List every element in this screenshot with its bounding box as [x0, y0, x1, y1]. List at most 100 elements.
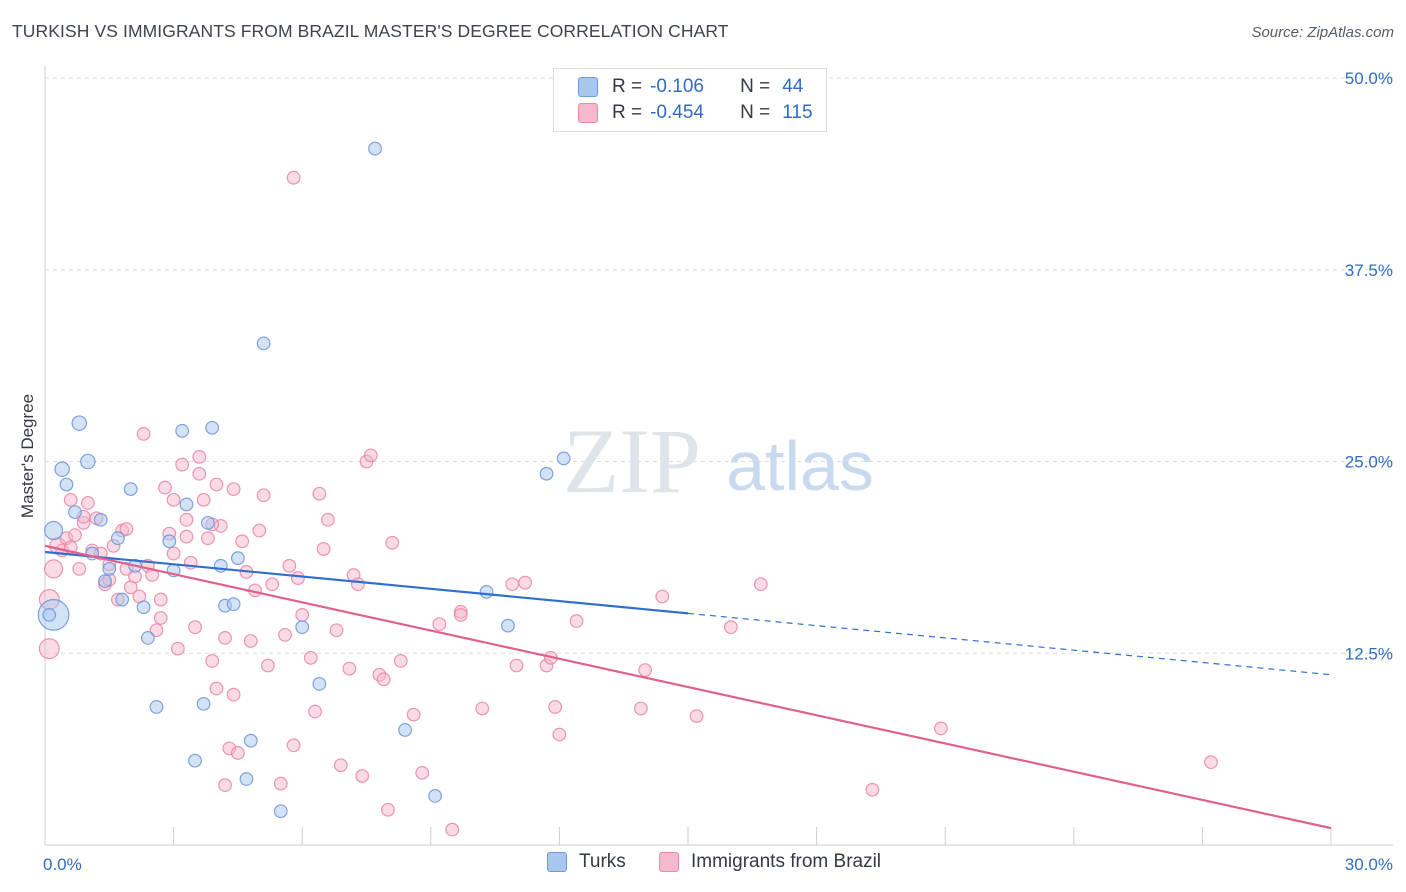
turks-point — [102, 561, 117, 576]
brazil-point — [518, 575, 533, 590]
brazil-point — [136, 426, 151, 441]
brazil-point — [243, 634, 258, 648]
brazil-point — [363, 448, 378, 463]
brazil-point — [38, 638, 60, 660]
series-legend: Turks Immigrants from Brazil — [0, 851, 1406, 879]
turks-point — [93, 512, 108, 527]
r-label: R = — [612, 76, 643, 97]
y-tick-labels: 12.5% 25.0% 37.5% 50.0% — [1345, 69, 1393, 663]
watermark-atlas: atlas — [726, 427, 874, 505]
brazil-point — [552, 727, 567, 742]
turks-point — [179, 497, 194, 512]
turks-point — [149, 700, 164, 714]
stats-legend: R = -0.106 N = 44 R = -0.454 N = 115 — [553, 68, 827, 132]
brazil-point — [179, 512, 194, 527]
grid — [45, 77, 1393, 654]
turks-point — [239, 772, 254, 786]
brazil-point — [445, 822, 460, 837]
brazil-point — [218, 631, 232, 645]
brazil-point — [209, 681, 224, 696]
turks-swatch — [578, 77, 598, 97]
brazil-point — [291, 571, 305, 585]
brazil-swatch — [578, 103, 598, 123]
turks-point — [59, 477, 74, 492]
brazil-trend-line — [44, 544, 1332, 830]
turks-point — [256, 336, 271, 351]
brazil-point — [153, 592, 168, 607]
x-tick-label: 0.0% — [43, 855, 82, 874]
turks-point — [428, 789, 442, 803]
legend-item-brazil[interactable]: Immigrants from Brazil — [659, 851, 881, 873]
turks-point — [226, 597, 241, 612]
brazil-point — [286, 170, 301, 185]
brazil-point — [333, 758, 348, 773]
turks-point — [175, 423, 190, 438]
turks-point — [43, 520, 64, 541]
y-tick-label: 25.0% — [1345, 453, 1393, 472]
brazil-point — [633, 701, 648, 716]
brazil-point — [153, 611, 168, 625]
brazil-point — [192, 449, 207, 464]
turks-point — [123, 482, 138, 497]
brazil-point — [393, 654, 408, 668]
stats-legend-row-turks: R = -0.106 N = 44 — [578, 75, 803, 99]
trend-lines — [44, 544, 1332, 830]
brazil-point — [256, 488, 271, 503]
brazil-point — [376, 672, 391, 687]
brazil-point — [355, 769, 370, 783]
brazil-point — [312, 486, 327, 501]
turks-point — [42, 608, 57, 622]
brazil-point — [166, 546, 181, 561]
brazil-point — [278, 627, 292, 642]
turks-point — [162, 534, 177, 549]
brazil-point — [308, 704, 322, 719]
turks-point — [312, 677, 327, 691]
chart-title: TURKISH VS IMMIGRANTS FROM BRAZIL MASTER… — [12, 21, 729, 41]
chart-source: Source: ZipAtlas.com — [1251, 24, 1394, 41]
brazil-point — [170, 641, 185, 656]
n-value: 44 — [782, 76, 804, 97]
brazil-point — [200, 531, 215, 546]
turks-point — [368, 141, 382, 156]
brazil-point — [68, 528, 82, 543]
turks-legend-swatch — [547, 852, 567, 872]
brazil-point — [295, 608, 310, 622]
n-label: N = — [740, 76, 771, 97]
brazil-point — [175, 457, 190, 472]
turks-point — [71, 415, 88, 431]
brazil-point — [209, 477, 224, 492]
turks-point — [98, 574, 112, 589]
y-axis-label: Master's Degree — [18, 394, 37, 518]
brazil-point — [1204, 755, 1218, 770]
brazil-point — [235, 534, 250, 549]
turks-point — [295, 620, 310, 635]
brazil-point — [316, 542, 331, 556]
x-tick-label: 30.0% — [1345, 855, 1393, 874]
legend-label-brazil: Immigrants from Brazil — [691, 851, 882, 872]
turks-point — [243, 733, 258, 748]
brazil-point — [192, 466, 207, 481]
turks-point — [110, 531, 125, 546]
y-tick-label: 50.0% — [1345, 69, 1393, 88]
brazil-point — [351, 577, 365, 592]
turks-point — [140, 631, 155, 645]
turks-point — [68, 505, 82, 520]
brazil-point — [329, 623, 344, 638]
brazil-point — [934, 721, 948, 736]
legend-item-turks[interactable]: Turks — [547, 851, 626, 873]
brazil-point — [432, 617, 447, 632]
brazil-point — [638, 663, 653, 678]
brazil-point — [226, 482, 241, 497]
turks-point — [556, 451, 571, 466]
brazil-point — [453, 608, 468, 622]
brazil-point — [303, 650, 318, 665]
brazil-point — [753, 577, 768, 592]
r-value: -0.454 — [650, 102, 704, 123]
brazil-point — [196, 492, 211, 507]
turks-point — [188, 753, 202, 768]
brazil-point — [149, 623, 164, 638]
series-immigrants-from-brazil — [38, 170, 1218, 837]
brazil-point — [226, 687, 241, 702]
brazil-point — [282, 558, 297, 573]
brazil-point — [252, 523, 267, 538]
